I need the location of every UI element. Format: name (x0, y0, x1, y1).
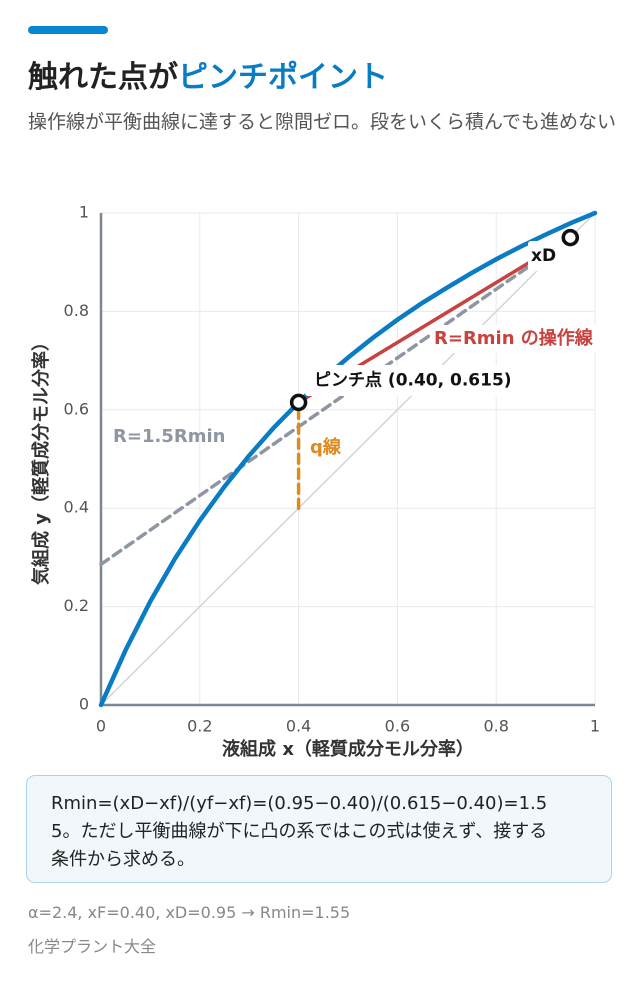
point-label: ピンチ点 (0.40, 0.615) (314, 370, 512, 391)
subtitle: 操作線が平衡曲線に達すると隙間ゼロ。段をいくら積んでも進めない (28, 111, 617, 133)
point-label: xD (531, 246, 556, 266)
parameters: α=2.4, xF=0.40, xD=0.95 → Rmin=1.55 (28, 903, 351, 922)
accent-bar (28, 26, 108, 34)
x-tick-label: 0 (96, 717, 106, 736)
series-label: R=Rmin の操作線 (434, 327, 594, 349)
title-highlight: ピンチポイント (178, 60, 388, 95)
label-background (528, 241, 564, 271)
x-tick-label: 0.8 (483, 717, 508, 736)
x-tick-label: 0.4 (286, 717, 311, 736)
y-tick-label: 0.6 (64, 399, 89, 418)
x-tick-label: 0.6 (385, 717, 410, 736)
point-marker (289, 393, 308, 412)
y-tick-label: 0.8 (64, 301, 89, 320)
series-line (99, 235, 573, 567)
y-tick-label: 0.2 (64, 596, 89, 615)
point-marker (561, 228, 580, 247)
x-tick-label: 0.2 (187, 717, 212, 736)
source: 化学プラント大全 (28, 937, 157, 956)
series-label: R=1.5Rmin (113, 426, 225, 447)
series-line (98, 210, 598, 708)
y-tick-label: 0 (79, 695, 89, 714)
y-tick-label: 0.4 (64, 498, 89, 517)
chart: 0 0.2 0.4 0.6 0.8 1 0 0.2 0.4 0.6 0.8 1 液組成 x（軽質成分モル… (30, 202, 612, 760)
label-background (430, 325, 612, 353)
series-line (100, 212, 596, 706)
x-axis-label: 液組成 x（軽質成分モル分率） (222, 738, 474, 760)
y-axis-label: 気組成 y（軽質成分モル分率） (30, 333, 52, 585)
y-tick-label: 1 (79, 203, 89, 222)
note: Rmin=(xD−xf)/(yf−xf)=(0.95−0.40)/(0.615−… (26, 775, 612, 883)
label-background (305, 365, 557, 396)
x-tick-label: 1 (590, 717, 600, 736)
title: 触れた点がピンチポイント (28, 52, 388, 96)
series-label: q線 (310, 436, 342, 458)
title-prefix: 触れた点が (28, 60, 178, 95)
